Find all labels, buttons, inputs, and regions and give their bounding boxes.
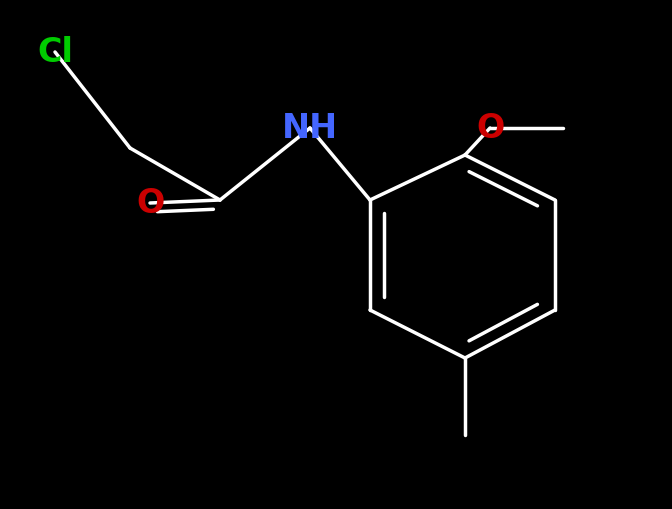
Text: NH: NH [282,111,338,145]
Text: O: O [476,111,504,145]
Text: Cl: Cl [37,36,73,69]
Text: O: O [136,186,164,219]
